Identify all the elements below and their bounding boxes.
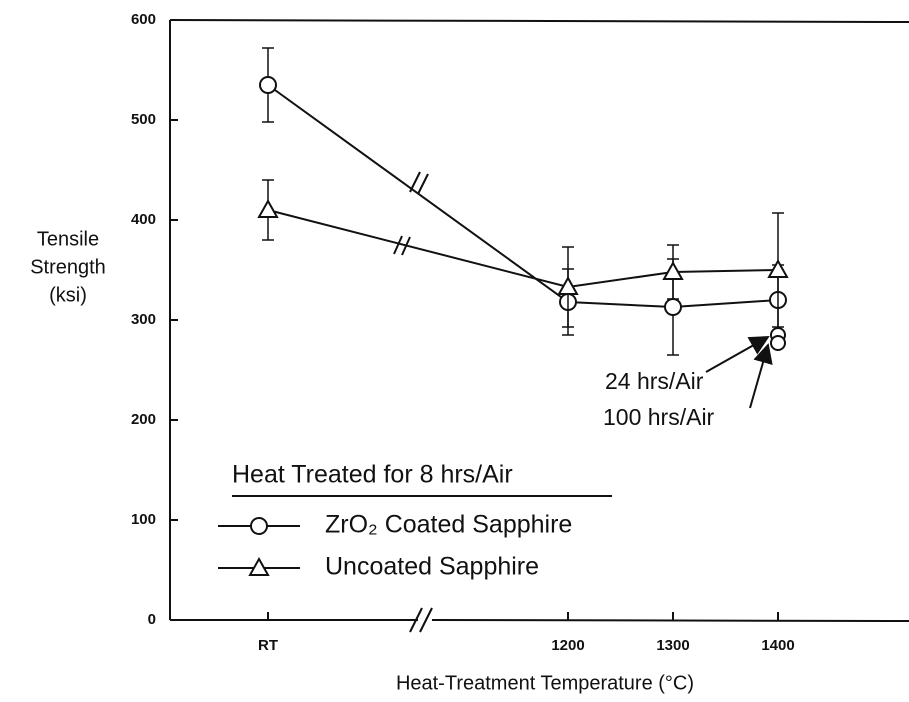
y-tick-label: 300 xyxy=(131,311,156,328)
x-axis xyxy=(431,619,909,622)
y-tick-label: 400 xyxy=(131,211,156,228)
x-tick-label: RT xyxy=(258,637,278,654)
annotation-point xyxy=(770,335,786,351)
y-axis-label: (ksi) xyxy=(49,284,87,306)
annotation-text: 100 hrs/Air xyxy=(603,404,715,430)
legend-title: Heat Treated for 8 hrs/Air xyxy=(232,461,513,489)
marker xyxy=(259,76,277,94)
series-line xyxy=(267,84,779,309)
annotation-text: 24 hrs/Air xyxy=(605,368,704,394)
x-tick-label: 1400 xyxy=(761,637,794,654)
x-tick-label: 1200 xyxy=(551,637,584,654)
y-tick-label: 200 xyxy=(131,411,156,428)
line-break xyxy=(393,171,429,256)
y-axis-label: Strength xyxy=(30,256,106,278)
annotation-arrow xyxy=(705,336,770,373)
frame-top xyxy=(169,19,909,23)
y-tick-label: 500 xyxy=(131,111,156,128)
marker xyxy=(250,517,268,535)
marker xyxy=(257,198,279,218)
legend-label: ZrO₂ Coated Sapphire xyxy=(325,511,572,539)
marker xyxy=(767,258,789,278)
y-tick-label: 0 xyxy=(148,611,156,628)
x-tick-label: 1300 xyxy=(656,637,689,654)
marker xyxy=(248,556,270,576)
marker xyxy=(557,275,579,295)
y-tick-label: 100 xyxy=(131,511,156,528)
series-line xyxy=(267,209,779,289)
legend-label: Uncoated Sapphire xyxy=(325,553,539,581)
y-axis-label: Tensile xyxy=(37,228,99,250)
marker xyxy=(662,260,684,280)
y-tick-label: 600 xyxy=(131,11,156,28)
marker xyxy=(664,298,682,316)
annotation-arrow xyxy=(749,343,773,409)
x-axis-label: Heat-Treatment Temperature (°C) xyxy=(396,672,694,694)
axis-break xyxy=(409,607,433,633)
